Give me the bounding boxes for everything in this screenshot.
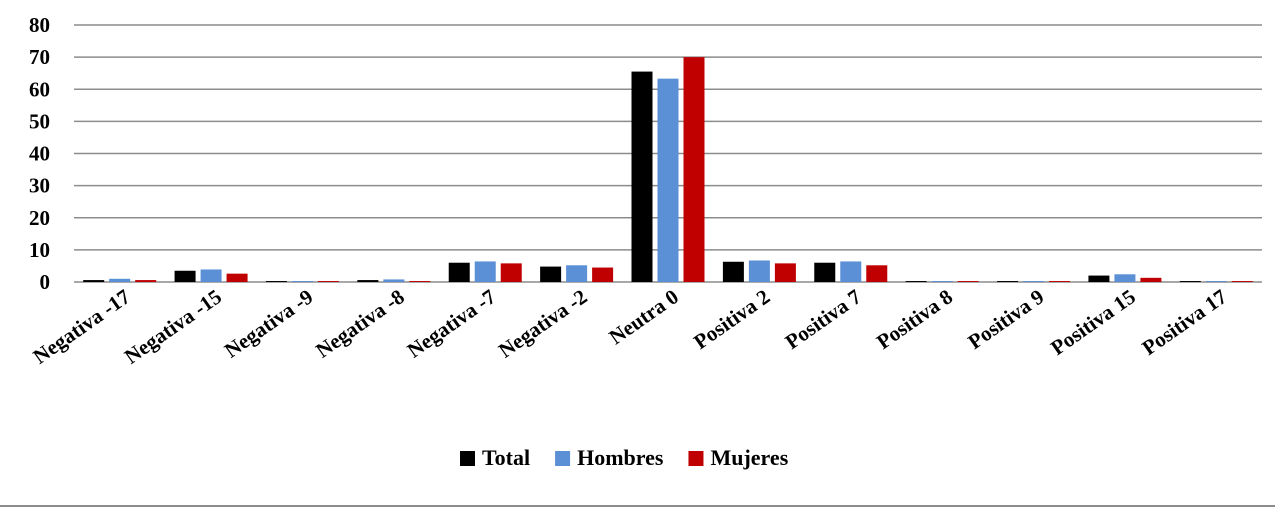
x-category-label: Negativa -15	[120, 284, 226, 368]
bar-hombres-7	[748, 260, 770, 282]
y-tick-label: 70	[29, 45, 50, 69]
y-tick-label: 10	[29, 238, 50, 262]
bar-total-0	[83, 280, 105, 282]
x-category-label: Positiva 2	[689, 284, 774, 354]
bar-mujeres-3	[409, 281, 431, 282]
bar-mujeres-5	[592, 267, 614, 282]
legend: Total Hombres Mujeres	[460, 445, 789, 470]
bar-mujeres-0	[135, 280, 157, 282]
y-tick-label: 80	[29, 13, 50, 37]
y-tick-label: 0	[40, 270, 51, 294]
bar-total-6	[631, 71, 653, 282]
y-tick-label: 20	[29, 206, 50, 230]
legend-label-mujeres: Mujeres	[710, 445, 788, 470]
y-tick-label: 50	[29, 109, 50, 133]
bar-hombres-0	[109, 278, 131, 282]
bar-total-11	[1088, 275, 1110, 282]
bar-mujeres-1	[226, 273, 248, 282]
legend-swatch-mujeres	[688, 451, 704, 466]
bar-hombres-5	[566, 265, 588, 282]
bar-hombres-6	[657, 78, 679, 283]
bar-total-2	[265, 281, 287, 282]
bar-hombres-12	[1205, 281, 1227, 282]
bar-mujeres-6	[683, 57, 705, 282]
y-tick-label: 60	[29, 77, 50, 101]
bar-total-7	[722, 261, 744, 282]
bar-total-4	[448, 262, 470, 282]
x-category-label: Positiva 8	[872, 284, 957, 354]
x-category-label: Negativa -7	[403, 284, 500, 362]
bar-mujeres-9	[957, 281, 979, 282]
bar-mujeres-12	[1231, 281, 1253, 282]
bar-hombres-8	[840, 261, 862, 282]
y-tick-label: 30	[29, 174, 50, 198]
legend-label-total: Total	[482, 445, 530, 470]
x-category-label: Positiva 15	[1046, 284, 1140, 360]
legend-label-hombres: Hombres	[577, 445, 664, 470]
x-category-label: Negativa -8	[311, 284, 408, 362]
x-category-label: Negativa -17	[29, 284, 135, 368]
bar-hombres-4	[474, 261, 496, 282]
bar-mujeres-7	[774, 263, 796, 282]
x-category-label: Negativa -9	[220, 284, 317, 362]
x-category-label: Negativa -2	[494, 284, 591, 362]
bar-total-1	[174, 270, 196, 282]
bar-total-3	[357, 280, 379, 282]
bar-mujeres-10	[1049, 281, 1071, 282]
legend-swatch-total	[460, 451, 475, 466]
bar-total-9	[905, 281, 927, 282]
y-axis-tick-labels: 0 10 20 30 40 50 60 70 80	[29, 13, 50, 294]
bar-hombres-1	[200, 269, 222, 282]
legend-swatch-hombres	[555, 451, 571, 466]
bar-total-8	[814, 262, 836, 282]
bar-hombres-11	[1114, 274, 1136, 282]
x-category-label: Neutra 0	[605, 284, 683, 349]
bar-hombres-2	[291, 281, 313, 282]
bar-mujeres-4	[500, 263, 522, 282]
x-category-label: Positiva 17	[1138, 284, 1232, 360]
bar-mujeres-2	[317, 281, 339, 282]
x-category-label: Positiva 9	[963, 284, 1048, 354]
y-tick-label: 40	[29, 142, 50, 166]
bar-hombres-10	[1023, 281, 1045, 282]
x-category-label: Positiva 7	[781, 284, 866, 354]
bars	[83, 57, 1253, 283]
bar-mujeres-8	[866, 265, 888, 282]
bar-total-10	[997, 281, 1019, 282]
bar-hombres-9	[931, 281, 953, 282]
bar-hombres-3	[383, 279, 405, 282]
bar-mujeres-11	[1140, 277, 1162, 282]
bar-total-5	[540, 266, 562, 282]
bar-total-12	[1179, 281, 1201, 282]
